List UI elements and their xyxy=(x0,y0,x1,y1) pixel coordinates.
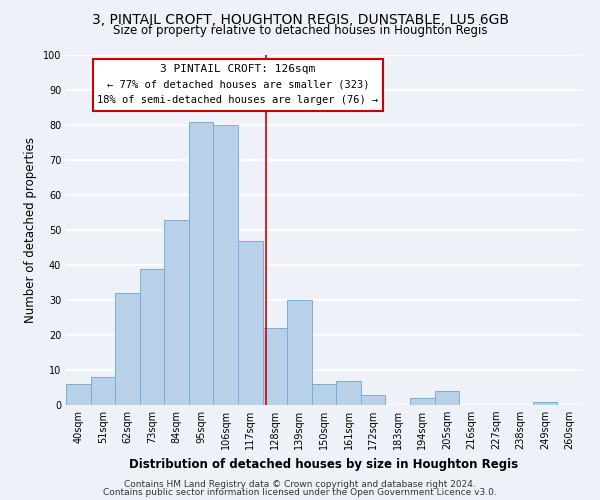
Text: Size of property relative to detached houses in Houghton Regis: Size of property relative to detached ho… xyxy=(113,24,487,37)
Bar xyxy=(214,125,238,405)
Text: 3 PINTAIL CROFT: 126sqm: 3 PINTAIL CROFT: 126sqm xyxy=(160,64,316,74)
Text: 18% of semi-detached houses are larger (76) →: 18% of semi-detached houses are larger (… xyxy=(97,95,379,106)
Bar xyxy=(336,380,361,405)
Bar xyxy=(140,268,164,405)
Bar xyxy=(410,398,434,405)
Bar xyxy=(115,293,140,405)
Bar xyxy=(533,402,557,405)
Bar xyxy=(361,394,385,405)
X-axis label: Distribution of detached houses by size in Houghton Regis: Distribution of detached houses by size … xyxy=(130,458,518,470)
Bar xyxy=(238,240,263,405)
Bar xyxy=(189,122,214,405)
FancyBboxPatch shape xyxy=(93,58,383,111)
Bar xyxy=(66,384,91,405)
Bar xyxy=(263,328,287,405)
Bar xyxy=(287,300,312,405)
Text: ← 77% of detached houses are smaller (323): ← 77% of detached houses are smaller (32… xyxy=(107,80,369,90)
Bar xyxy=(91,377,115,405)
Y-axis label: Number of detached properties: Number of detached properties xyxy=(24,137,37,323)
Bar xyxy=(164,220,189,405)
Bar xyxy=(434,391,459,405)
Text: Contains public sector information licensed under the Open Government Licence v3: Contains public sector information licen… xyxy=(103,488,497,497)
Text: Contains HM Land Registry data © Crown copyright and database right 2024.: Contains HM Land Registry data © Crown c… xyxy=(124,480,476,489)
Text: 3, PINTAIL CROFT, HOUGHTON REGIS, DUNSTABLE, LU5 6GB: 3, PINTAIL CROFT, HOUGHTON REGIS, DUNSTA… xyxy=(91,12,509,26)
Bar xyxy=(312,384,336,405)
